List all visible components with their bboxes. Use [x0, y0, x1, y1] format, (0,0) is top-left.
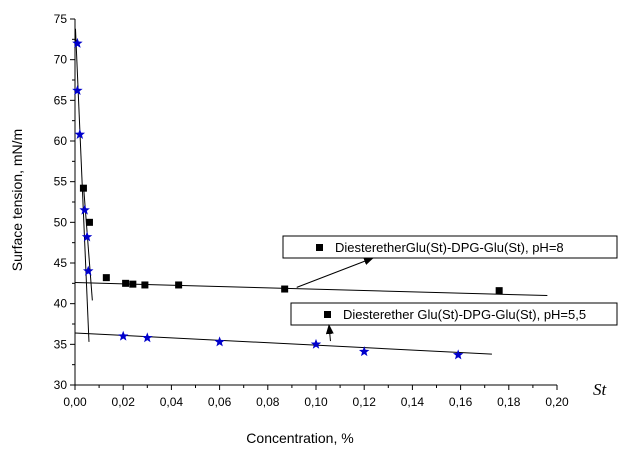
legend-box-series-2 — [290, 302, 618, 326]
data-point-series-2 — [72, 85, 83, 96]
y-tick-label: 60 — [54, 134, 68, 148]
data-point-series-2 — [358, 346, 370, 357]
x-tick-label: 0,16 — [449, 395, 473, 409]
fit-line-series-2 — [74, 332, 492, 355]
y-tick-label: 30 — [54, 378, 68, 392]
x-tick-label: 0,02 — [112, 395, 136, 409]
legend: DiesteretherGlu(St)-DPG-Glu(St), pH=8 Die… — [282, 235, 618, 342]
x-tick-label: 0,06 — [208, 395, 232, 409]
data-point-series-1 — [102, 274, 110, 282]
data-point-series-2 — [452, 349, 464, 360]
x-tick-label: 0,00 — [63, 395, 87, 409]
x-tick-label: 0,18 — [497, 395, 521, 409]
y-tick-label: 70 — [54, 53, 68, 67]
data-point-series-1 — [495, 287, 503, 295]
legend-arrow-series-1 — [296, 257, 374, 288]
data-point-series-1 — [141, 281, 149, 289]
data-point-series-2 — [81, 231, 93, 242]
data-point-series-2 — [83, 265, 94, 276]
fit-line-series-1 — [82, 184, 93, 301]
data-point-series-2 — [214, 336, 225, 347]
y-tick-label: 65 — [54, 93, 68, 107]
legend-marker-series-2 — [324, 311, 331, 318]
data-point-series-2 — [72, 37, 83, 48]
legend-label-series-1: DiesteretherGlu(St)-DPG-Glu(St), pH=8 — [335, 240, 564, 255]
axes: 0,00 0,02 0,04 0,06 0,08 0,10 0,12 0,14 0,16 0,18… — [54, 12, 569, 409]
x-tick-label: 0,10 — [304, 395, 328, 409]
x-tick-label: 0,14 — [401, 395, 425, 409]
legend-marker-series-1 — [316, 244, 323, 251]
data-point-series-1 — [129, 280, 137, 288]
stray-label: St — [593, 380, 608, 399]
y-tick-label: 35 — [54, 337, 68, 351]
data-point-series-1 — [122, 279, 130, 287]
data-point-series-2 — [117, 330, 129, 341]
x-tick-label: 0,04 — [160, 395, 184, 409]
x-tick-label: 0,20 — [545, 395, 569, 409]
data-point-series-1 — [175, 281, 183, 289]
y-axis-title: Surface tension, mN/m — [9, 129, 25, 271]
y-tick-label: 40 — [54, 297, 68, 311]
data-point-series-1 — [281, 285, 289, 293]
y-tick-label: 55 — [54, 175, 68, 189]
data-point-series-2 — [142, 332, 153, 343]
y-tick-label: 50 — [54, 215, 68, 229]
legend-label-series-2: Diesterether Glu(St)-DPG-Glu(St), pH=5,5 — [343, 307, 586, 322]
data-point-series-1 — [85, 218, 93, 226]
legend-box-series-1 — [282, 235, 618, 259]
data-point-series-2 — [74, 128, 86, 139]
legend-arrow-series-2 — [325, 324, 334, 342]
x-tick-label: 0,08 — [256, 395, 280, 409]
data-point-series-2 — [310, 338, 322, 349]
data-point-series-1 — [79, 184, 87, 192]
data-point-series-2 — [79, 204, 90, 215]
x-axis-title: Concentration, % — [246, 430, 353, 446]
x-tick-label: 0,12 — [353, 395, 377, 409]
fit-line-series-1 — [74, 282, 548, 297]
data-points — [72, 37, 503, 360]
y-tick-label: 75 — [54, 12, 68, 26]
y-tick-label: 45 — [54, 256, 68, 270]
